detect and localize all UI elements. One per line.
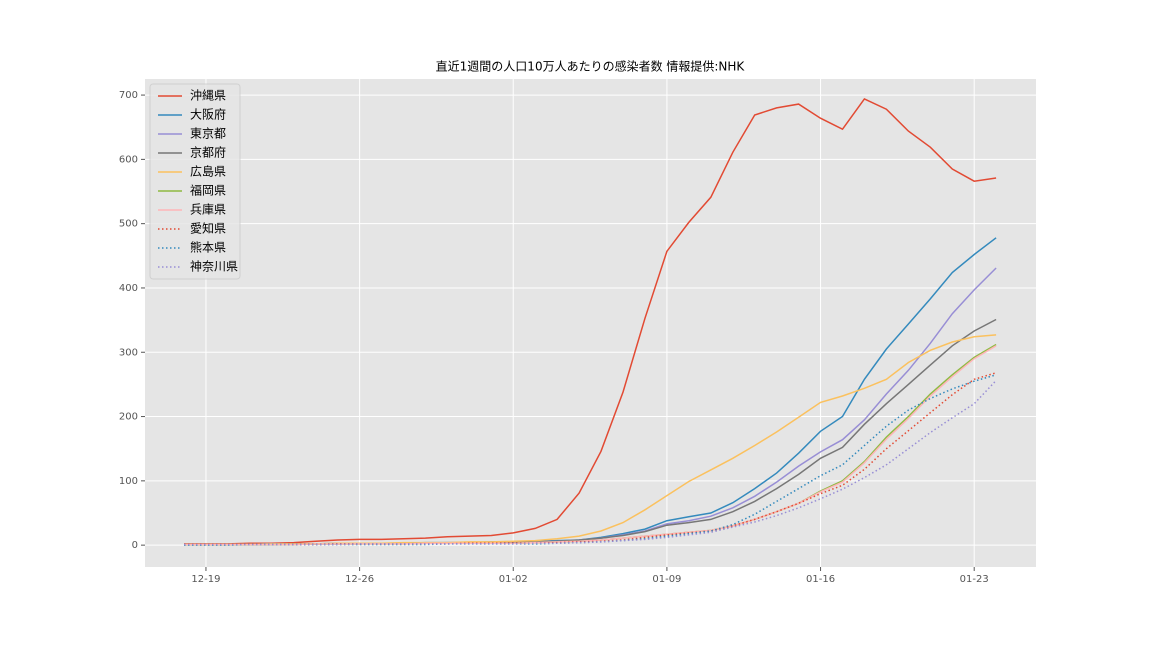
- y-tick-label: 300: [119, 347, 138, 358]
- y-tick-label: 500: [119, 219, 138, 230]
- y-tick-label: 0: [132, 540, 138, 551]
- x-tick-label: 01-16: [806, 574, 835, 585]
- legend-label: 熊本県: [190, 240, 226, 255]
- y-tick-label: 600: [119, 154, 138, 165]
- legend-label: 東京都: [190, 127, 226, 141]
- y-tick-label: 100: [119, 476, 138, 487]
- x-tick-label: 01-02: [499, 574, 528, 585]
- legend-label: 福岡県: [190, 183, 226, 198]
- y-tick-label: 400: [119, 283, 138, 294]
- legend-label: 京都府: [190, 145, 226, 160]
- series-line: [184, 97, 997, 545]
- legend-label: 広島県: [190, 164, 226, 179]
- legend-label: 兵庫県: [190, 203, 226, 217]
- legend-label: 大阪府: [190, 107, 226, 122]
- legend-box: [149, 83, 241, 280]
- legend-label: 愛知県: [190, 222, 226, 236]
- y-tick-label: 700: [119, 90, 138, 101]
- x-tick-label: 01-09: [652, 574, 681, 585]
- plot-area: [145, 79, 1036, 567]
- legend-label: 沖縄県: [190, 88, 226, 103]
- x-tick-label: 01-23: [960, 574, 989, 585]
- legend-label: 神奈川県: [190, 260, 238, 274]
- x-tick-label: 12-19: [191, 574, 220, 585]
- chart-title: 直近1週間の人口10万人あたりの感染者数 情報提供:NHK: [436, 59, 746, 74]
- series-line: [184, 345, 997, 546]
- x-tick-label: 12-26: [345, 574, 374, 585]
- y-tick-label: 200: [119, 412, 138, 423]
